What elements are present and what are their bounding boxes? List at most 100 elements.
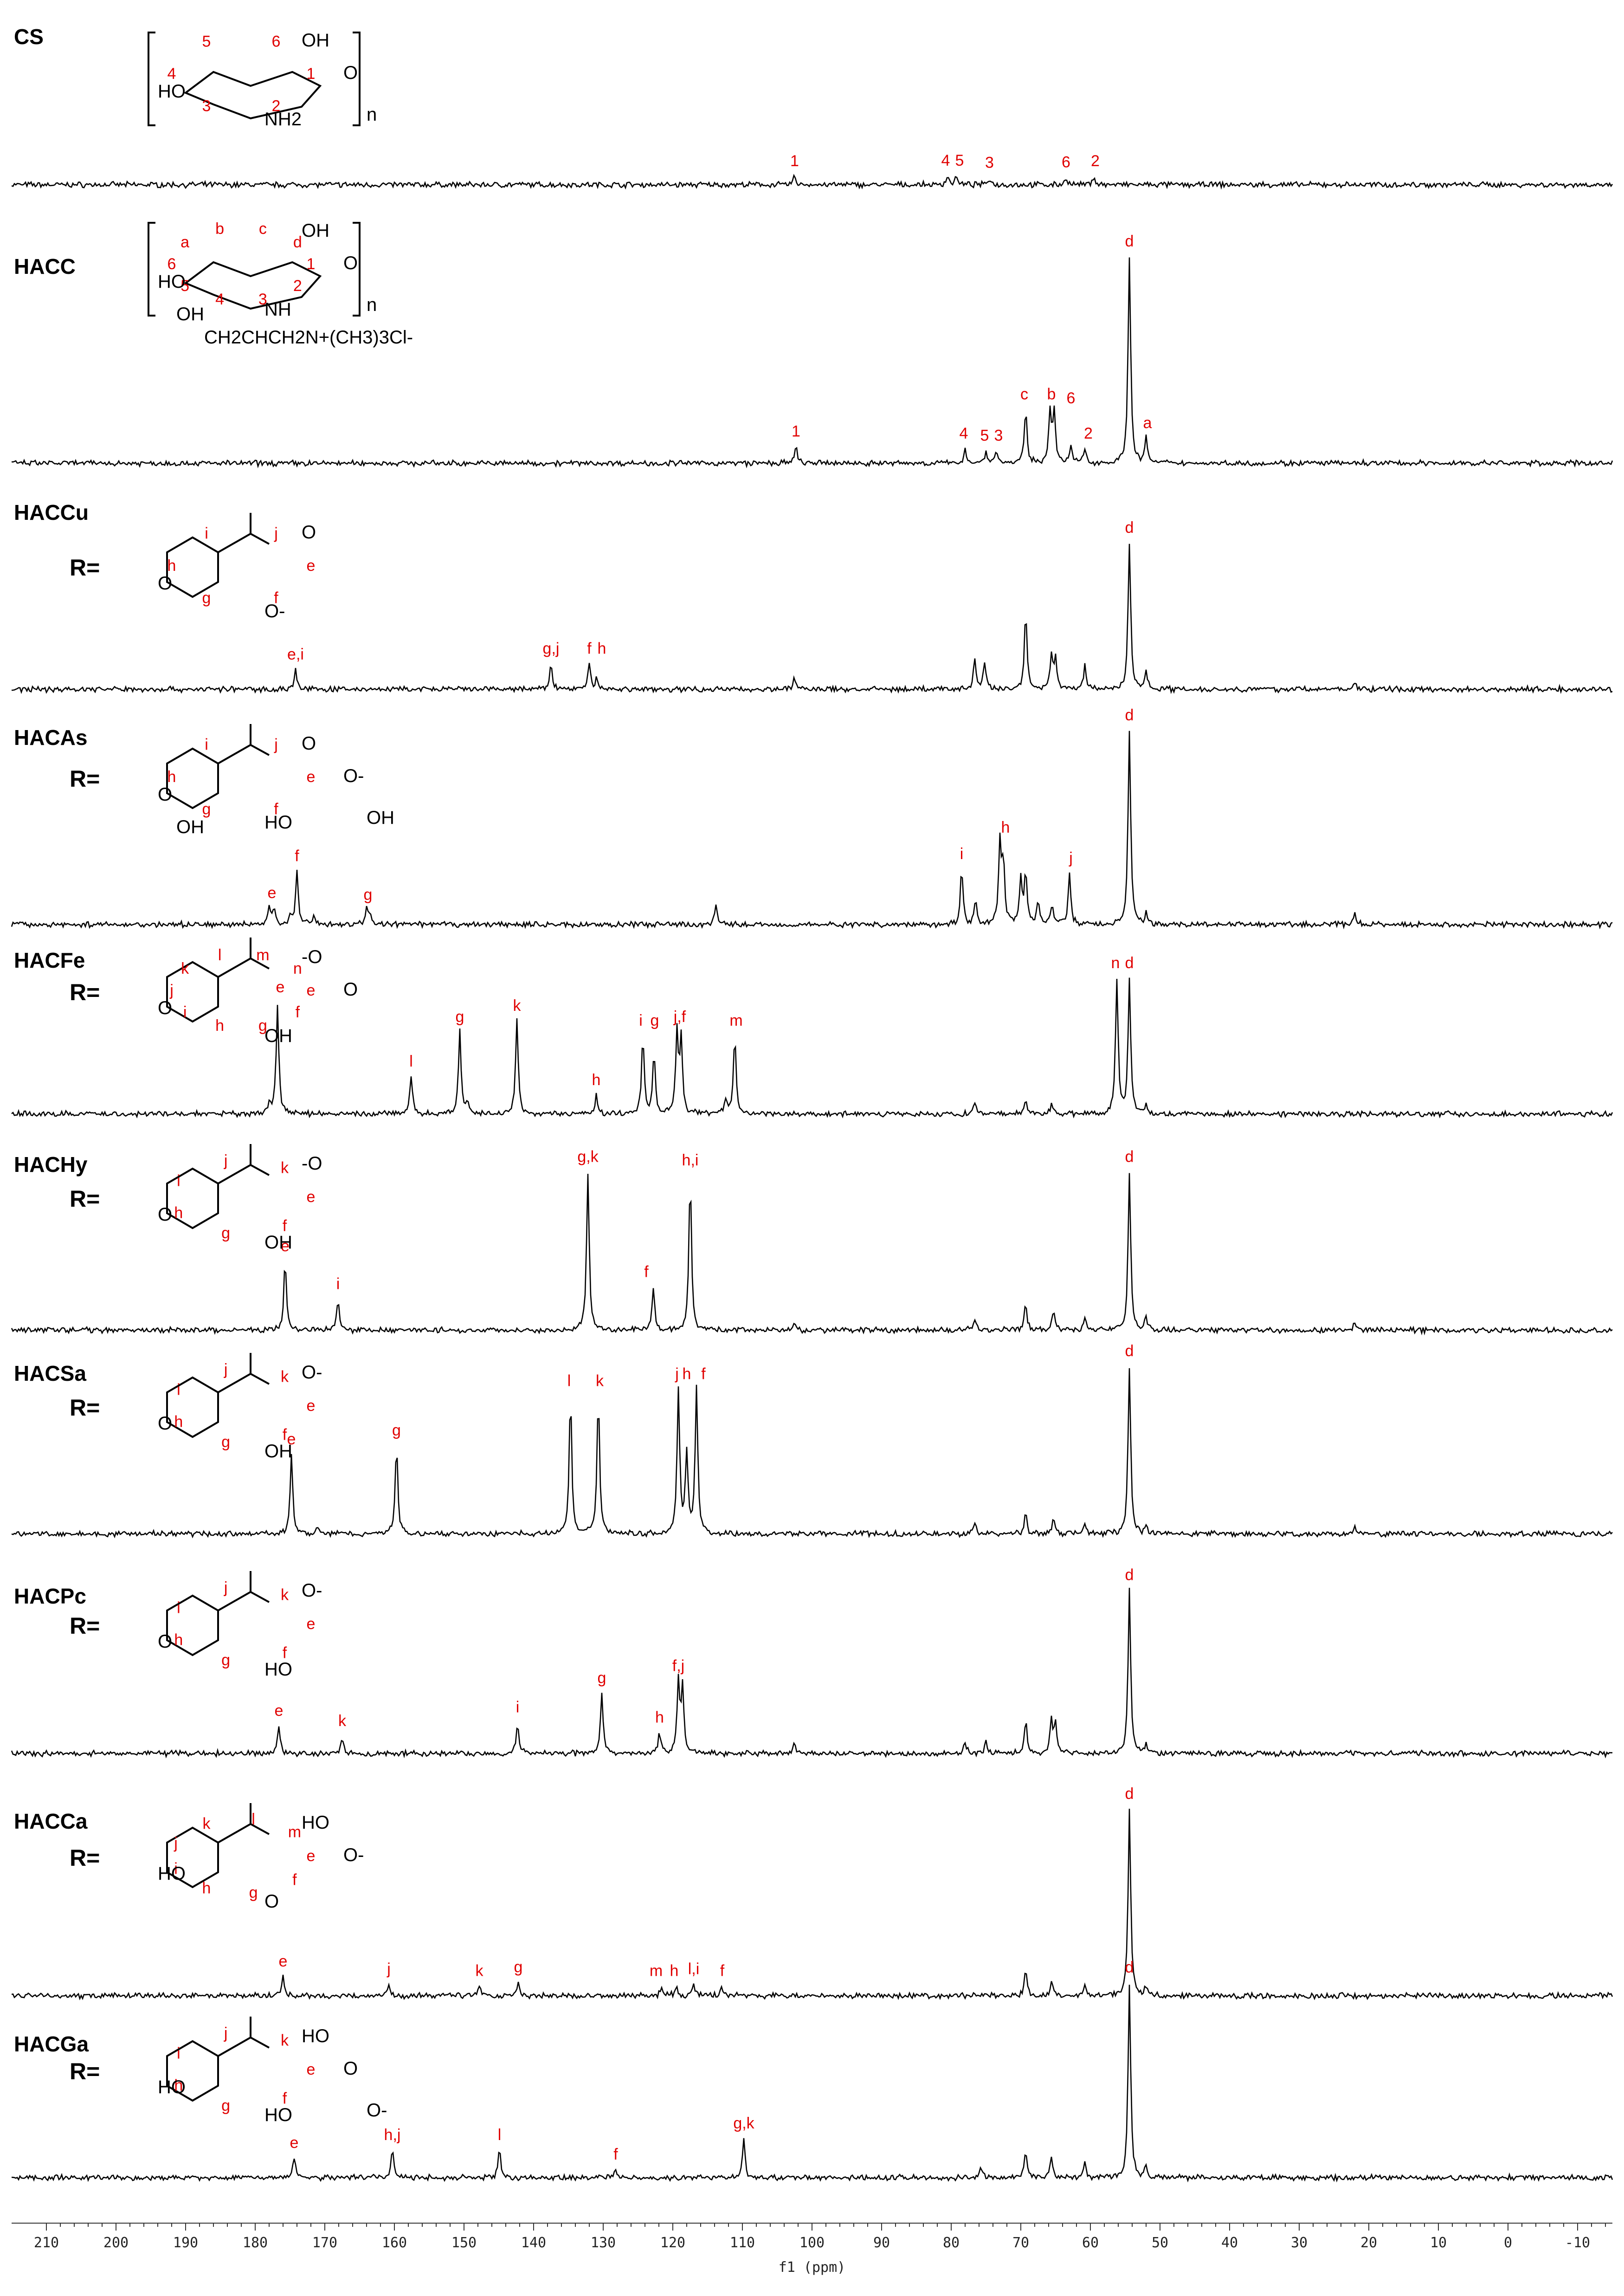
atom-label-hacc-7: b [215, 220, 224, 238]
atom-label-hacas-0: e [307, 768, 316, 786]
peak-label-hacpc-3: g [598, 1669, 606, 1687]
peak-label-hacga-3: f [613, 2146, 618, 2163]
ring-hacpc [166, 1594, 219, 1656]
r-group-label-hacfe: R= [70, 979, 100, 1005]
structure-text-hacas-3: O- [343, 766, 364, 786]
structure-text-hacga-4: O- [367, 2100, 387, 2121]
structure-text-hacga-1: HO [302, 2026, 329, 2046]
structure-text-hacpc-1: O- [302, 1580, 322, 1601]
spectrum-line-hacsa [11, 1368, 1613, 1539]
atom-label-hacfe-9: n [293, 960, 302, 977]
atom-label-hacc-9: d [293, 233, 302, 251]
pyranose-ring-cs [184, 71, 322, 120]
atom-label-haccu-4: i [205, 525, 208, 543]
x-tick-label: 0 [1504, 2235, 1512, 2251]
atom-label-cs-0: 1 [307, 65, 316, 83]
substituent-bonds-hacca [218, 1803, 270, 1843]
atom-label-hacfe-7: l [218, 946, 222, 964]
atom-label-hacfe-1: f [296, 1003, 300, 1021]
structure-text-hacc-4: n [367, 295, 377, 315]
peak-label-cs-3: 3 [985, 154, 994, 172]
peak-label-haccu-4: d [1125, 519, 1134, 537]
peak-label-hachy-5: d [1125, 1148, 1134, 1166]
atom-label-cs-4: 5 [202, 33, 211, 51]
sample-label-hacas: HACAs [14, 725, 87, 750]
x-tick-label: -10 [1565, 2235, 1590, 2251]
peak-label-hacc-9: a [1143, 414, 1152, 432]
peak-label-hacc-6: 6 [1067, 389, 1076, 407]
atom-label-hacpc-2: g [221, 1651, 230, 1669]
atom-label-hacca-0: e [307, 1847, 316, 1865]
spectrum-line-hacpc [11, 1588, 1613, 1759]
structure-text-hacsa-1: O- [302, 1362, 322, 1383]
structure-text-hacc-1: OH [302, 220, 329, 241]
atom-label-hachy-2: g [221, 1224, 230, 1242]
x-tick-label: 30 [1291, 2235, 1308, 2251]
structure-text-cs-0: HO [158, 81, 186, 102]
sample-label-hacca: HACCa [14, 1809, 88, 1833]
atom-label-hacpc-4: i [177, 1599, 180, 1617]
structure-text-hacga-0: HO [158, 2077, 186, 2097]
atom-label-hachy-3: h [174, 1204, 183, 1222]
atom-label-hacca-8: m [288, 1824, 301, 1841]
peak-label-hacca-6: l,i [688, 1960, 700, 1978]
structure-text-hacsa-2: OH [264, 1441, 292, 1462]
structure-text-cs-3: O [343, 63, 358, 83]
peak-label-hacc-0: 1 [792, 422, 800, 440]
atom-label-hacfe-3: h [215, 1017, 224, 1035]
atom-label-hacfe-6: k [181, 960, 189, 977]
atom-label-hacca-6: k [203, 1815, 211, 1833]
atom-label-hacpc-1: f [283, 1644, 287, 1662]
peak-label-hachy-3: f [644, 1263, 649, 1281]
atom-label-haccu-3: h [168, 557, 176, 575]
peak-label-hacca-1: j [387, 1960, 391, 1978]
atom-label-hacas-4: i [205, 736, 208, 754]
repeat-bracket-hacc [148, 222, 361, 317]
peak-label-hacfe-5: i [639, 1012, 643, 1029]
atom-label-hacga-3: h [174, 2077, 183, 2095]
peak-label-cs-4: 6 [1062, 153, 1070, 171]
peak-label-hacfe-9: n [1111, 954, 1120, 972]
ring-hachy [166, 1167, 219, 1229]
peak-label-hacfe-3: k [513, 997, 522, 1015]
sample-label-hacpc: HACPc [14, 1584, 86, 1608]
peak-label-hacfe-6: g [651, 1012, 659, 1029]
r-group-label-hacas: R= [70, 766, 100, 792]
structure-text-hachy-2: OH [264, 1232, 292, 1253]
x-tick-label: 50 [1152, 2235, 1168, 2251]
atom-label-hacsa-5: j [224, 1361, 228, 1378]
atom-label-hacfe-0: e [307, 982, 316, 999]
structure-text-hacga-3: O [343, 2058, 358, 2079]
peak-label-hacsa-7: d [1125, 1342, 1134, 1360]
atom-label-hacsa-4: i [177, 1381, 180, 1398]
atom-label-hacfe-8: m [256, 946, 269, 964]
peak-label-hacca-5: h [670, 1962, 679, 1980]
peak-label-cs-5: 2 [1091, 152, 1100, 170]
x-tick-label: 140 [521, 2235, 546, 2251]
atom-label-hacsa-0: e [307, 1397, 316, 1415]
atom-label-haccu-0: e [307, 557, 316, 575]
atom-label-hacca-7: l [251, 1811, 255, 1828]
substituent-bonds-hacsa [218, 1353, 270, 1393]
atom-label-hacca-1: f [292, 1871, 297, 1889]
x-tick-label: 160 [382, 2235, 407, 2251]
atom-label-hacpc-0: e [307, 1615, 316, 1633]
spectrum-line-hacas [11, 731, 1613, 930]
atom-label-hacpc-3: h [174, 1631, 183, 1649]
substituent-bonds-haccu [218, 513, 270, 553]
x-tick-label: 40 [1221, 2235, 1238, 2251]
atom-label-hacas-2: g [202, 800, 211, 818]
atom-label-hacca-4: i [174, 1860, 178, 1877]
peak-label-hacfe-2: g [456, 1008, 464, 1026]
atom-label-hachy-6: k [281, 1159, 289, 1177]
peak-label-hacas-3: i [960, 845, 964, 863]
sample-label-haccu: HACCu [14, 500, 89, 524]
peak-label-hacpc-0: e [275, 1702, 284, 1720]
peak-label-hacca-7: f [720, 1962, 725, 1980]
structure-text-hacas-2: HO [264, 812, 292, 833]
peak-label-hachy-0: e [281, 1237, 290, 1255]
peak-label-hacas-0: e [268, 884, 277, 902]
x-tick-label: 210 [34, 2235, 59, 2251]
peak-label-hacca-2: k [476, 1962, 484, 1980]
peak-label-hacas-4: h [1001, 819, 1010, 836]
